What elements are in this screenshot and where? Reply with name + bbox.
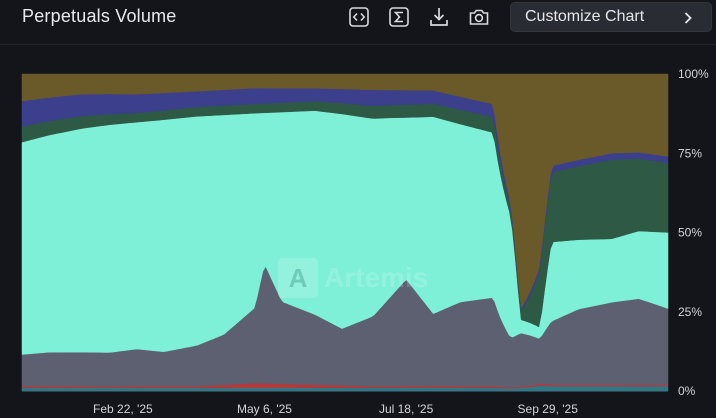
watermark-text: Artemis <box>324 262 429 293</box>
chart-header: Perpetuals Volume <box>0 0 716 45</box>
perpetuals-volume-chart[interactable]: 100% 75% 50% 25% 0% Feb 22, '25 May 6, '25 Jul … <box>0 44 716 418</box>
y-tick-label: 0% <box>678 384 696 398</box>
y-tick-label: 25% <box>678 305 702 319</box>
sum-icon[interactable] <box>387 5 411 29</box>
x-tick-label: Feb 22, '25 <box>93 402 153 416</box>
embed-code-icon[interactable] <box>347 5 371 29</box>
x-tick-label: Jul 18, '25 <box>379 402 434 416</box>
chart-title: Perpetuals Volume <box>22 6 177 26</box>
y-tick-label: 100% <box>678 67 709 81</box>
y-tick-label: 75% <box>678 146 702 160</box>
chart-area: 100% 75% 50% 25% 0% Feb 22, '25 May 6, '25 Jul … <box>0 44 716 418</box>
camera-icon[interactable] <box>467 5 491 29</box>
watermark: A Artemis <box>278 258 428 298</box>
x-tick-label: Sep 29, '25 <box>518 402 579 416</box>
artemis-logo-icon: A <box>278 258 318 298</box>
x-tick-label: May 6, '25 <box>237 402 292 416</box>
series-area-6[interactable] <box>21 73 669 309</box>
chevron-right-icon <box>683 11 693 30</box>
y-tick-label: 50% <box>678 226 702 240</box>
customize-chart-button[interactable]: Customize Chart <box>510 2 712 32</box>
download-icon[interactable] <box>427 5 451 29</box>
customize-chart-label: Customize Chart <box>525 8 645 25</box>
